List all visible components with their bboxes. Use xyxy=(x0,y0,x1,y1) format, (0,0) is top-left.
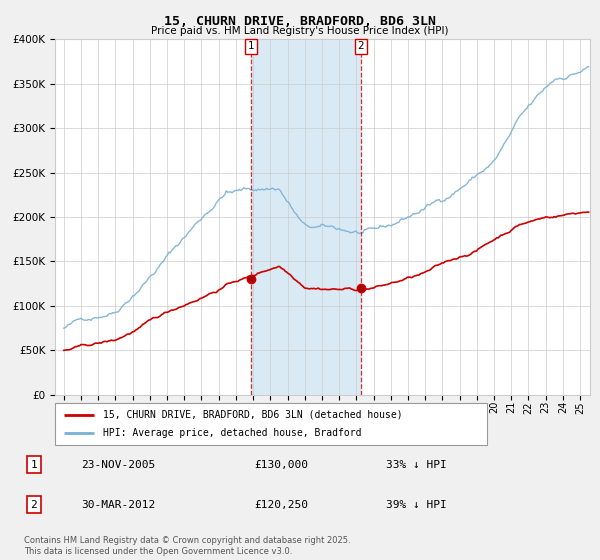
Text: 2: 2 xyxy=(358,41,364,52)
Text: 2: 2 xyxy=(31,500,37,510)
Text: 39% ↓ HPI: 39% ↓ HPI xyxy=(386,500,447,510)
Text: 1: 1 xyxy=(31,460,37,470)
Text: 15, CHURN DRIVE, BRADFORD, BD6 3LN (detached house): 15, CHURN DRIVE, BRADFORD, BD6 3LN (deta… xyxy=(103,410,403,420)
Text: Contains HM Land Registry data © Crown copyright and database right 2025.
This d: Contains HM Land Registry data © Crown c… xyxy=(24,536,350,556)
Text: HPI: Average price, detached house, Bradford: HPI: Average price, detached house, Brad… xyxy=(103,428,361,438)
Text: 1: 1 xyxy=(248,41,254,52)
Bar xyxy=(251,39,361,395)
Text: £130,000: £130,000 xyxy=(254,460,308,470)
Text: £120,250: £120,250 xyxy=(254,500,308,510)
Text: 33% ↓ HPI: 33% ↓ HPI xyxy=(386,460,447,470)
Text: 15, CHURN DRIVE, BRADFORD, BD6 3LN: 15, CHURN DRIVE, BRADFORD, BD6 3LN xyxy=(164,15,436,28)
Text: 30-MAR-2012: 30-MAR-2012 xyxy=(81,500,155,510)
Text: Price paid vs. HM Land Registry's House Price Index (HPI): Price paid vs. HM Land Registry's House … xyxy=(151,26,449,36)
Text: 23-NOV-2005: 23-NOV-2005 xyxy=(81,460,155,470)
FancyBboxPatch shape xyxy=(55,403,487,445)
